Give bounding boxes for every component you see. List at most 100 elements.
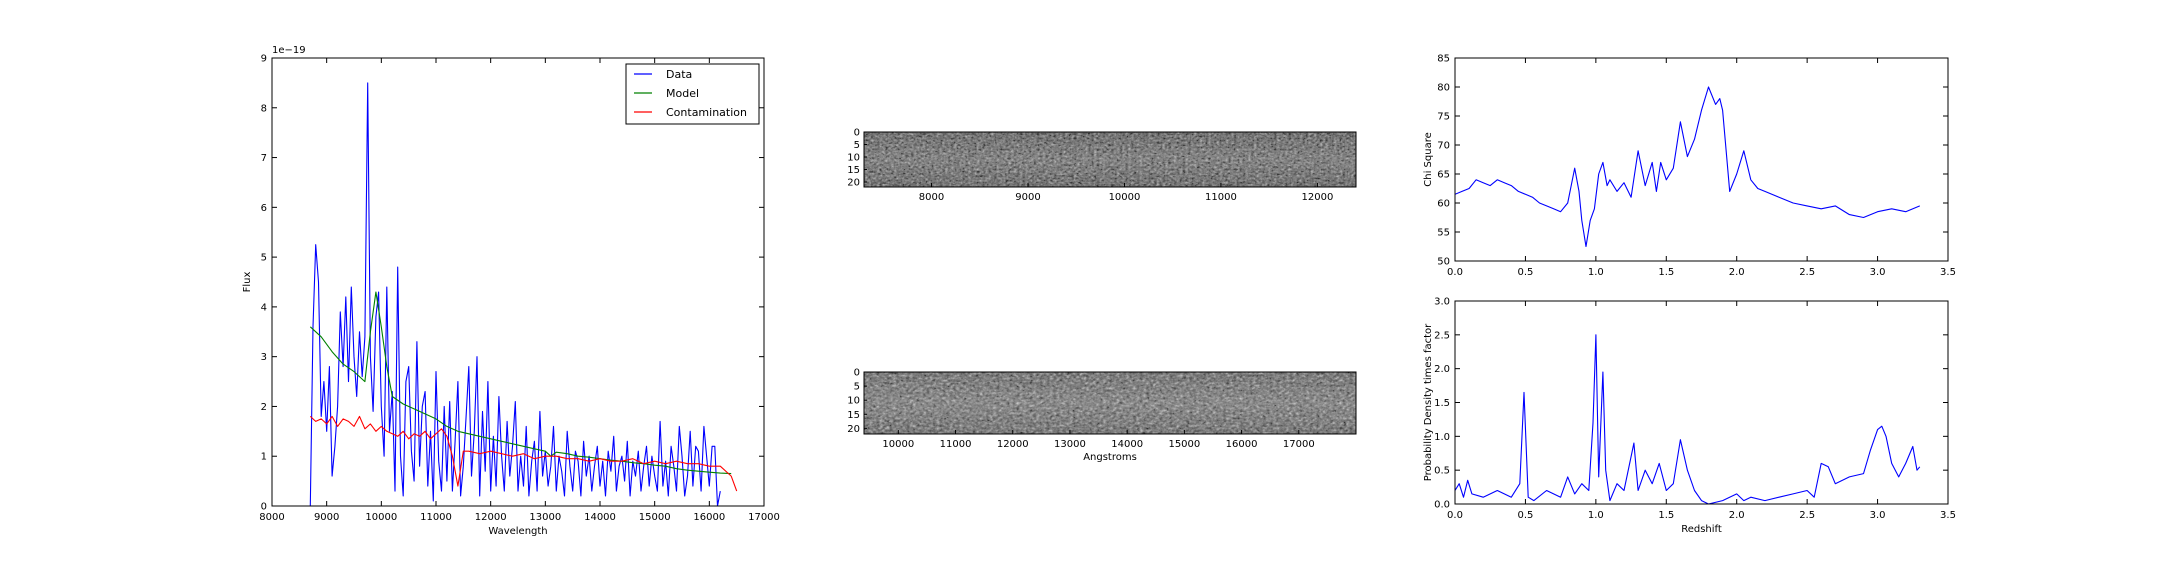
plot-frame xyxy=(271,57,765,507)
series-line-contamination xyxy=(309,415,738,492)
series-line-data xyxy=(309,82,721,506)
series-line-0 xyxy=(1455,334,1921,504)
y-tick-label: 10 xyxy=(847,396,860,407)
x-tick-label: 9000 xyxy=(314,512,339,523)
x-tick-label: 16000 xyxy=(1226,439,1258,450)
y-tick-label: 6 xyxy=(261,203,267,214)
y-tick-label: 2.5 xyxy=(1434,330,1450,341)
y-tick-label: 0 xyxy=(261,502,267,513)
x-tick-label: 1.5 xyxy=(1658,510,1674,521)
series-group xyxy=(1455,86,1921,248)
y-tick-label: 0 xyxy=(854,128,860,139)
x-tick-label: 2.5 xyxy=(1799,510,1815,521)
x-tick-label: 1.0 xyxy=(1588,510,1604,521)
x-tick-label: 0.0 xyxy=(1447,510,1463,521)
y-tick-label: 5 xyxy=(854,382,860,393)
x-tick-label: 1.0 xyxy=(1588,267,1604,278)
y-tick-label: 1.5 xyxy=(1434,398,1450,409)
y-tick-label: 15 xyxy=(847,165,860,176)
x-tick-label: 10000 xyxy=(1109,192,1141,203)
plot-frame xyxy=(863,131,1357,188)
y-tick-label: 70 xyxy=(1437,141,1450,152)
x-tick-label: 8000 xyxy=(919,192,944,203)
x-tick-label: 17000 xyxy=(748,512,780,523)
x-tick-label: 12000 xyxy=(475,512,507,523)
image-trace-band xyxy=(864,132,1356,187)
y-tick-label: 65 xyxy=(1437,170,1450,181)
x-tick-label: 3.0 xyxy=(1870,267,1886,278)
x-tick-label: 10000 xyxy=(365,512,397,523)
x-tick-label: 15000 xyxy=(1168,439,1200,450)
x-tick-label: 16000 xyxy=(693,512,725,523)
y-tick-label: 1.0 xyxy=(1434,432,1450,443)
axes-2: 10000 11000 12000 13000 14000 15000 16000 17000… xyxy=(847,368,1357,463)
x-tick-label: 14000 xyxy=(1111,439,1143,450)
y-axis-label: Chi Square xyxy=(1423,132,1434,186)
x-tick-label: 13000 xyxy=(529,512,561,523)
legend-label: Data xyxy=(666,68,692,81)
x-tick-label: 12000 xyxy=(1302,192,1334,203)
image-trace-band xyxy=(864,372,1356,434)
y-tick-label: 4 xyxy=(261,302,267,313)
y-tick-label: 9 xyxy=(261,54,267,65)
x-tick-label: 2.5 xyxy=(1799,267,1815,278)
y-offset-label: 1e−19 xyxy=(272,45,306,56)
y-axis-label: Probability Density times factor xyxy=(1423,323,1434,481)
y-tick-label: 85 xyxy=(1437,54,1450,65)
series-group xyxy=(309,82,738,506)
axes-0: 8000 9000 10000 11000 12000 13000 14000 15000 16… xyxy=(242,45,780,537)
y-tick-label: 1 xyxy=(261,452,267,463)
y-tick-label: 80 xyxy=(1437,83,1450,94)
x-tick-label: 3.5 xyxy=(1940,510,1956,521)
x-tick-label: 17000 xyxy=(1283,439,1315,450)
x-axis-label: Wavelength xyxy=(488,526,547,537)
y-tick-label: 7 xyxy=(261,153,267,164)
y-tick-label: 3 xyxy=(261,352,267,363)
y-axis-label: Flux xyxy=(242,272,253,293)
y-tick-label: 5 xyxy=(854,140,860,151)
y-tick-label: 2 xyxy=(261,402,267,413)
y-tick-label: 15 xyxy=(847,410,860,421)
x-tick-label: 12000 xyxy=(997,439,1029,450)
axes-3: 0.0 0.5 1.0 1.5 2.0 2.5 3.0 3.5 50 55 60 65 70 75 80 85… xyxy=(1423,54,1956,279)
y-tick-label: 0.0 xyxy=(1434,500,1450,511)
x-tick-label: 2.0 xyxy=(1729,267,1745,278)
y-tick-label: 3.0 xyxy=(1434,297,1450,308)
y-tick-label: 20 xyxy=(847,424,860,435)
plot-frame xyxy=(863,371,1357,435)
y-tick-label: 55 xyxy=(1437,228,1450,239)
y-tick-label: 5 xyxy=(261,253,267,264)
legend-label: Contamination xyxy=(666,106,747,119)
x-tick-label: 11000 xyxy=(1205,192,1237,203)
y-tick-label: 8 xyxy=(261,103,267,114)
y-tick-label: 75 xyxy=(1437,112,1450,123)
y-tick-label: 2.0 xyxy=(1434,364,1450,375)
x-tick-label: 11000 xyxy=(420,512,452,523)
y-tick-label: 50 xyxy=(1437,257,1450,268)
x-tick-label: 2.0 xyxy=(1729,510,1745,521)
y-tick-label: 20 xyxy=(847,178,860,189)
x-axis-label: Angstroms xyxy=(1083,452,1137,463)
plot-frame xyxy=(1454,57,1949,262)
legend-label: Model xyxy=(666,87,699,100)
plot-frame xyxy=(1454,300,1949,505)
x-tick-label: 11000 xyxy=(940,439,972,450)
x-tick-label: 3.0 xyxy=(1870,510,1886,521)
series-group xyxy=(1455,334,1921,504)
x-tick-label: 3.5 xyxy=(1940,267,1956,278)
series-line-model xyxy=(309,291,732,475)
x-tick-label: 0.5 xyxy=(1517,510,1533,521)
y-tick-label: 10 xyxy=(847,153,860,164)
x-tick-label: 10000 xyxy=(882,439,914,450)
x-tick-label: 1.5 xyxy=(1658,267,1674,278)
legend: Data Model Contamination xyxy=(625,63,760,125)
y-tick-label: 0.5 xyxy=(1434,466,1450,477)
x-axis-label: Redshift xyxy=(1681,524,1722,535)
x-tick-label: 9000 xyxy=(1015,192,1040,203)
x-tick-label: 13000 xyxy=(1054,439,1086,450)
x-tick-label: 15000 xyxy=(639,512,671,523)
x-tick-label: 8000 xyxy=(259,512,284,523)
axes-4: 0.0 0.5 1.0 1.5 2.0 2.5 3.0 3.5 0.0 0.5 1.0 1.5 2.0 2… xyxy=(1423,297,1956,536)
